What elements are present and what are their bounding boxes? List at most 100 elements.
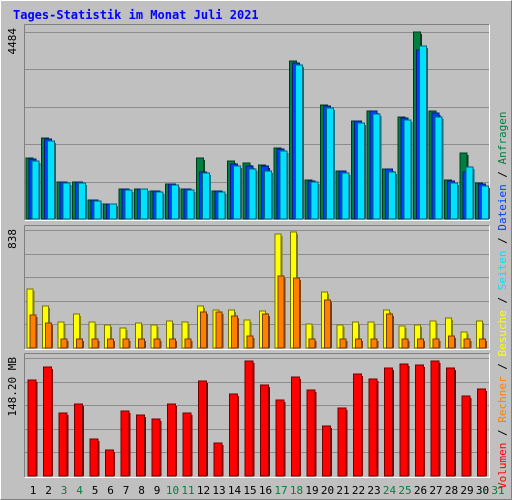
bar-shadow xyxy=(302,67,304,219)
bar-shadow xyxy=(318,184,320,219)
bar-shadow xyxy=(237,396,239,476)
bar-shadow xyxy=(330,302,332,348)
bar-seiten-day-19 xyxy=(310,181,319,220)
bar-volumen-day-19 xyxy=(306,389,316,477)
bar-shadow xyxy=(222,445,224,476)
bar-shadow xyxy=(346,410,348,476)
bar-shadow xyxy=(178,187,180,219)
bar-volumen-day-28 xyxy=(446,367,455,477)
bar-rechner-day-18 xyxy=(293,277,300,349)
bar-seiten-day-15 xyxy=(248,168,257,220)
bar-shadow xyxy=(408,366,410,476)
day-label-10: 10 xyxy=(166,484,179,497)
legend-separator: / xyxy=(496,231,509,251)
bar-shadow xyxy=(206,314,208,348)
bar-shadow xyxy=(411,122,413,219)
bar-rechner-day-25 xyxy=(401,338,409,349)
bar-shadow xyxy=(160,421,162,476)
bar-shadow xyxy=(268,316,270,348)
bar-shadow xyxy=(271,173,273,219)
day-label-18: 18 xyxy=(290,484,303,497)
bar-shadow xyxy=(380,116,382,219)
bar-shadow xyxy=(95,324,97,348)
bar-volumen-day-30 xyxy=(477,388,486,477)
bar-shadow xyxy=(172,323,174,348)
bar-rechner-day-19 xyxy=(308,338,316,349)
bar-rechner-day-9 xyxy=(153,338,161,349)
day-label-20: 20 xyxy=(321,484,334,497)
bar-shadow xyxy=(377,341,379,348)
bar-shadow xyxy=(392,370,394,476)
bar-volumen-day-2 xyxy=(43,366,52,477)
bar-shadow xyxy=(222,314,224,348)
bar-seiten-day-11 xyxy=(186,189,195,220)
day-label-16: 16 xyxy=(259,484,272,497)
legend-entry-rechner: Rechner xyxy=(496,376,509,423)
series-seiten xyxy=(31,45,490,220)
legend-separator: / xyxy=(496,290,509,310)
bar-volumen-day-24 xyxy=(384,367,393,477)
bar-volumen-day-16 xyxy=(260,384,269,477)
bar-shadow xyxy=(250,322,252,348)
bar-shadow xyxy=(299,379,301,476)
x-axis-day-labels: 1 2 3 4 5 6 7 8 9 10 11 12 13 14 15 16 17 18 19 20 21 22 23 24 2… xyxy=(30,484,505,497)
bar-shadow xyxy=(98,441,100,476)
bar-shadow xyxy=(85,185,87,219)
bar-shadow xyxy=(426,48,428,219)
bar-volumen-day-17 xyxy=(275,399,285,477)
bar-shadow xyxy=(51,369,53,476)
bar-rechner-day-10 xyxy=(169,338,176,349)
day-label-23: 23 xyxy=(367,484,380,497)
bar-shadow xyxy=(101,203,103,219)
bar-shadow xyxy=(439,363,441,476)
legend-separator: / xyxy=(496,357,509,377)
day-label-31: 31 xyxy=(491,484,504,497)
bar-volumen-day-23 xyxy=(368,378,378,477)
bar-shadow xyxy=(343,327,345,348)
day-label-13: 13 xyxy=(212,484,225,497)
bar-seiten-day-1 xyxy=(31,160,40,220)
bar-shadow xyxy=(113,341,115,348)
bar-shadow xyxy=(113,452,115,476)
bar-volumen-day-7 xyxy=(120,410,130,477)
bar-volumen-day-4 xyxy=(74,403,83,477)
bar-seiten-day-21 xyxy=(341,172,350,220)
series-rechner xyxy=(29,275,487,349)
bar-shadow xyxy=(67,415,69,476)
bar-volumen-day-11 xyxy=(182,412,192,477)
bar-rechner-day-29 xyxy=(463,338,471,349)
bar-shadow xyxy=(454,370,456,476)
bar-seiten-day-5 xyxy=(93,200,102,220)
bar-shadow xyxy=(39,163,41,219)
bar-seiten-day-25 xyxy=(403,119,412,220)
bar-shadow xyxy=(54,143,56,219)
bar-rechner-day-30 xyxy=(479,338,486,349)
day-label-26: 26 xyxy=(414,484,427,497)
bar-shadow xyxy=(315,341,317,348)
legend-separator: / xyxy=(496,164,509,184)
bar-seiten-day-28 xyxy=(450,182,458,220)
bar-rechner-day-16 xyxy=(262,313,269,349)
series-volumen xyxy=(27,360,487,477)
bar-shadow xyxy=(420,327,422,348)
bar-rechner-day-11 xyxy=(184,338,192,349)
legend-entry-seiten: Seiten xyxy=(496,251,509,291)
bar-shadow xyxy=(451,320,453,348)
bar-seiten-day-27 xyxy=(434,116,443,220)
bar-shadow xyxy=(237,318,239,348)
bar-shadow xyxy=(82,341,84,348)
bar-rechner-day-17 xyxy=(277,275,285,349)
bar-rechner-day-4 xyxy=(76,338,83,349)
bar-rechner-day-12 xyxy=(200,311,207,349)
bar-shadow xyxy=(240,168,242,219)
bar-shadow xyxy=(144,417,146,476)
bar-volumen-day-15 xyxy=(244,360,254,477)
scale-label-visits: 838 xyxy=(6,229,19,249)
day-label-5: 5 xyxy=(92,484,99,497)
bar-shadow xyxy=(188,324,190,348)
bar-rechner-day-7 xyxy=(122,338,130,349)
bar-volumen-day-6 xyxy=(105,449,114,477)
bar-shadow xyxy=(392,316,394,348)
bar-rechner-day-28 xyxy=(448,335,455,349)
bar-shadow xyxy=(129,413,131,476)
